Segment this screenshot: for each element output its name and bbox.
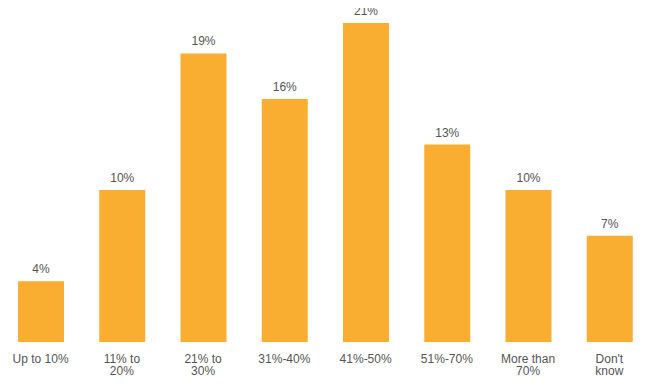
svg-text:21% to30%: 21% to30%: [184, 352, 222, 378]
svg-text:11% to20%: 11% to20%: [104, 352, 141, 378]
svg-text:41%-50%: 41%-50%: [340, 352, 392, 366]
svg-text:More than70%: More than70%: [501, 352, 555, 378]
svg-text:Up to 10%: Up to 10%: [13, 352, 69, 366]
svg-text:19%: 19%: [191, 34, 215, 48]
svg-text:10%: 10%: [110, 171, 134, 185]
svg-text:7%: 7%: [601, 217, 619, 231]
svg-text:Don'tknow: Don'tknow: [595, 352, 623, 378]
svg-text:51%-70%: 51%-70%: [421, 352, 473, 366]
svg-text:4%: 4%: [32, 262, 50, 276]
svg-text:16%: 16%: [273, 80, 297, 94]
svg-text:10%: 10%: [516, 171, 540, 185]
svg-text:21%: 21%: [354, 8, 378, 18]
svg-text:13%: 13%: [435, 126, 459, 140]
svg-text:31%-40%: 31%-40%: [258, 352, 310, 366]
